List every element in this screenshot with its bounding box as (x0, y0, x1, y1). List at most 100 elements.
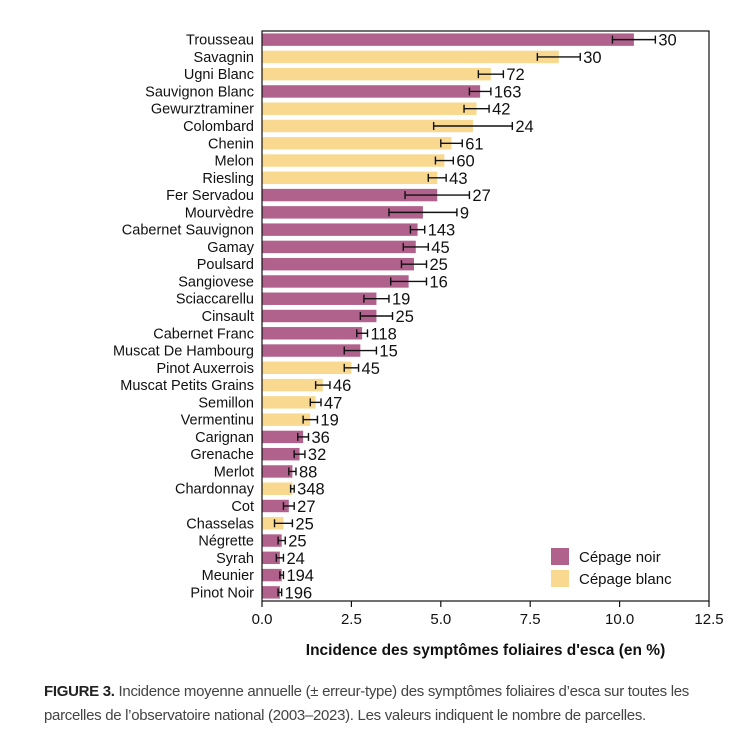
category-label: Carignan (195, 430, 254, 446)
category-label: Trousseau (186, 33, 254, 49)
bar (262, 223, 418, 236)
bar (262, 568, 282, 582)
count-label: 88 (299, 463, 317, 481)
category-label: Muscat Petits Grains (120, 378, 254, 394)
count-label: 143 (428, 222, 456, 240)
bar (262, 482, 293, 495)
count-label: 61 (465, 135, 483, 153)
bar (262, 171, 438, 185)
category-label: Négrette (198, 534, 254, 550)
category-label: Riesling (202, 171, 254, 187)
count-label: 25 (288, 533, 306, 551)
count-label: 15 (379, 343, 397, 361)
x-tick-label: 7.5 (520, 611, 541, 628)
bar (262, 33, 634, 46)
x-axis-title: Incidence des symptômes foliaires d'esca… (306, 642, 665, 659)
count-label: 194 (286, 567, 314, 585)
category-label: Sangiovese (178, 274, 254, 290)
count-label: 16 (429, 273, 447, 291)
category-label: Chenin (208, 136, 254, 152)
count-label: 30 (658, 32, 676, 50)
count-label: 9 (460, 204, 469, 222)
x-tick-label: 5.0 (430, 611, 451, 628)
category-label: Savagnin (194, 50, 254, 66)
plot-frame (261, 30, 710, 602)
count-label: 60 (456, 153, 474, 171)
bar (262, 119, 473, 133)
category-label: Muscat De Hambourg (113, 344, 254, 360)
count-label: 24 (286, 550, 304, 568)
bar (262, 85, 481, 98)
count-label: 25 (295, 515, 313, 533)
legend-swatch-blanc (551, 570, 569, 587)
category-label: Pinot Auxerrois (156, 361, 254, 377)
legend-swatch-noir (551, 548, 569, 565)
count-labels: 3030721634224616043279143452516192511815… (285, 32, 677, 603)
count-label: 36 (311, 429, 329, 447)
bar (262, 275, 409, 288)
category-label: Poulsard (197, 257, 254, 273)
bar (262, 551, 280, 565)
count-label: 25 (396, 308, 414, 326)
category-label: Sauvignon Blanc (145, 84, 254, 100)
bar (262, 447, 300, 461)
bar (262, 102, 477, 115)
legend: Cépage noir Cépage blanc (551, 548, 672, 588)
count-label: 118 (370, 325, 396, 343)
bar (262, 327, 363, 340)
category-label: Pinot Noir (190, 585, 254, 601)
category-label: Chardonnay (175, 482, 255, 498)
bars-layer (262, 33, 657, 599)
bar (262, 396, 316, 409)
x-tick-label: 2.5 (341, 611, 362, 628)
count-label: 30 (583, 49, 601, 67)
bar (262, 465, 293, 478)
bar (262, 534, 282, 547)
bar (262, 154, 445, 167)
bar (262, 344, 361, 357)
count-label: 27 (297, 498, 315, 516)
category-label: Merlot (214, 464, 254, 480)
caption-head: FIGURE 3. (44, 683, 115, 700)
count-label: 163 (494, 83, 522, 101)
caption-body: Incidence moyenne annuelle (± erreur-typ… (44, 683, 689, 724)
count-label: 24 (515, 118, 533, 136)
bar (262, 517, 284, 530)
bar (262, 50, 559, 64)
figure-caption: FIGURE 3. Incidence moyenne annuelle (± … (44, 680, 744, 728)
count-label: 19 (392, 291, 410, 309)
count-label: 43 (449, 170, 467, 188)
count-label: 19 (320, 412, 338, 430)
bar (262, 67, 491, 81)
category-label: Mourvèdre (185, 205, 254, 221)
count-label: 196 (285, 584, 313, 602)
bar (262, 292, 377, 305)
count-label: 47 (324, 394, 342, 412)
category-label: Meunier (202, 568, 255, 584)
x-tick-label: 0.0 (252, 611, 273, 628)
bar (262, 586, 280, 599)
category-label: Sciaccarellu (176, 292, 254, 308)
bar (262, 240, 416, 254)
bar (262, 499, 289, 513)
bar (262, 430, 304, 444)
count-label: 348 (297, 481, 325, 499)
category-label: Chasselas (186, 516, 254, 532)
count-label: 72 (506, 66, 524, 84)
category-label: Fer Servadou (166, 188, 254, 204)
category-label: Ugni Blanc (184, 67, 254, 83)
count-label: 32 (308, 446, 326, 464)
category-label: Vermentinu (181, 413, 254, 429)
category-label: Cinsault (202, 309, 254, 325)
count-label: 45 (362, 360, 380, 378)
count-label: 42 (492, 101, 510, 119)
bar (262, 309, 377, 323)
bar (262, 206, 423, 219)
count-label: 45 (431, 239, 449, 257)
legend-label-blanc: Cépage blanc (579, 571, 672, 588)
bar (262, 257, 414, 271)
bar (262, 188, 438, 202)
bar (262, 361, 352, 375)
count-label: 27 (472, 187, 490, 205)
